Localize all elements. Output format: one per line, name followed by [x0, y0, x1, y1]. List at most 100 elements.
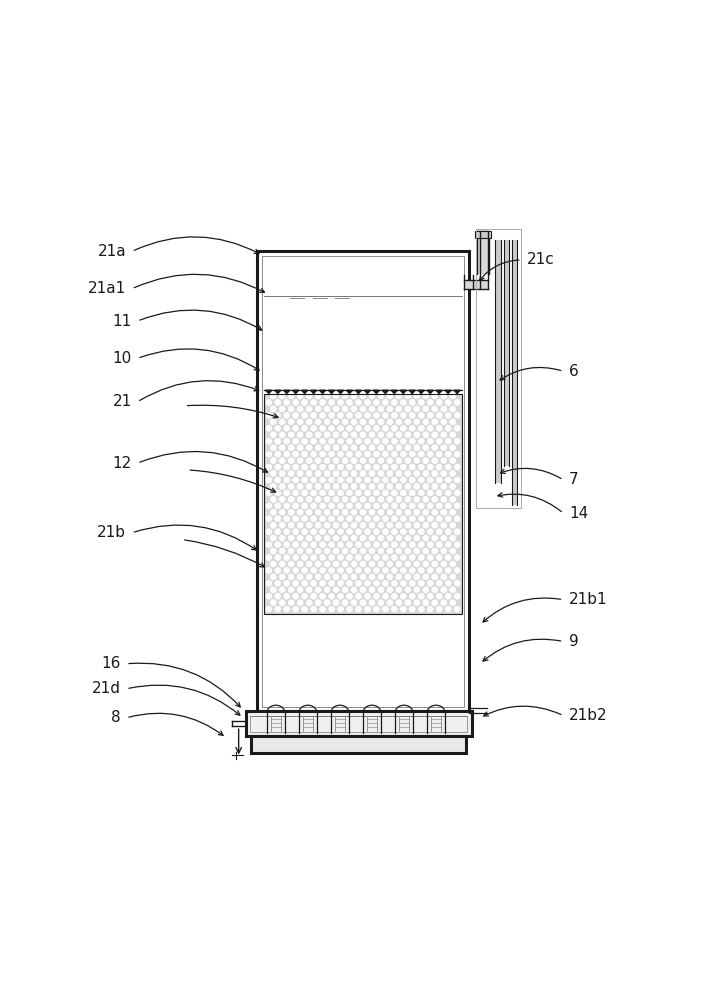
Circle shape — [351, 445, 357, 451]
Circle shape — [306, 535, 312, 541]
Circle shape — [373, 490, 380, 496]
Circle shape — [405, 561, 411, 567]
Circle shape — [383, 425, 388, 431]
Circle shape — [423, 574, 429, 580]
Circle shape — [324, 509, 330, 515]
Circle shape — [311, 542, 316, 548]
Circle shape — [293, 490, 298, 496]
Circle shape — [450, 496, 456, 502]
Bar — [476, 229, 521, 508]
FancyArrowPatch shape — [500, 367, 561, 380]
Circle shape — [445, 529, 451, 535]
Circle shape — [436, 567, 442, 573]
Circle shape — [423, 561, 429, 567]
Circle shape — [293, 606, 298, 612]
Circle shape — [414, 535, 420, 541]
Circle shape — [432, 458, 438, 464]
Circle shape — [409, 464, 416, 470]
Circle shape — [284, 477, 290, 483]
Circle shape — [275, 516, 280, 522]
Circle shape — [279, 535, 285, 541]
Circle shape — [391, 593, 398, 599]
Circle shape — [351, 574, 357, 580]
Circle shape — [441, 600, 446, 606]
Circle shape — [266, 567, 272, 573]
Circle shape — [400, 425, 406, 431]
Circle shape — [306, 509, 312, 515]
Circle shape — [387, 393, 393, 399]
Circle shape — [266, 477, 272, 483]
Circle shape — [293, 542, 298, 548]
Circle shape — [275, 490, 280, 496]
Circle shape — [338, 412, 344, 418]
Circle shape — [383, 400, 388, 405]
Circle shape — [418, 593, 424, 599]
Circle shape — [288, 458, 294, 464]
Circle shape — [302, 400, 308, 405]
Circle shape — [383, 438, 388, 444]
Circle shape — [427, 412, 433, 418]
Circle shape — [396, 535, 402, 541]
Circle shape — [414, 509, 420, 515]
Polygon shape — [337, 390, 344, 394]
Circle shape — [342, 406, 348, 412]
FancyArrowPatch shape — [185, 540, 265, 567]
Circle shape — [284, 542, 290, 548]
Circle shape — [266, 593, 272, 599]
Circle shape — [391, 542, 398, 548]
Circle shape — [418, 606, 424, 612]
Circle shape — [405, 496, 411, 502]
Circle shape — [400, 490, 406, 496]
Circle shape — [293, 438, 298, 444]
Text: 10: 10 — [112, 351, 132, 366]
FancyArrowPatch shape — [139, 381, 259, 400]
Circle shape — [266, 400, 272, 405]
Circle shape — [373, 542, 380, 548]
FancyArrowPatch shape — [134, 274, 265, 292]
Circle shape — [288, 406, 294, 412]
Circle shape — [347, 516, 352, 522]
Circle shape — [306, 600, 312, 606]
Circle shape — [373, 555, 380, 560]
Circle shape — [423, 406, 429, 412]
Circle shape — [450, 445, 456, 451]
Circle shape — [373, 412, 380, 418]
Circle shape — [391, 464, 398, 470]
Circle shape — [369, 587, 375, 593]
Circle shape — [454, 593, 460, 599]
Circle shape — [279, 522, 285, 528]
Circle shape — [293, 580, 298, 586]
Circle shape — [436, 555, 442, 560]
Circle shape — [418, 451, 424, 457]
Circle shape — [365, 477, 370, 483]
FancyArrowPatch shape — [134, 525, 257, 550]
Circle shape — [436, 490, 442, 496]
Circle shape — [342, 458, 348, 464]
Circle shape — [391, 451, 398, 457]
Circle shape — [306, 432, 312, 438]
Circle shape — [279, 406, 285, 412]
Circle shape — [279, 458, 285, 464]
Circle shape — [427, 477, 433, 483]
Circle shape — [284, 516, 290, 522]
Circle shape — [338, 567, 344, 573]
Circle shape — [454, 567, 460, 573]
Circle shape — [391, 567, 398, 573]
Circle shape — [365, 503, 370, 509]
Circle shape — [445, 606, 451, 612]
Circle shape — [302, 516, 308, 522]
Polygon shape — [275, 390, 281, 394]
Circle shape — [347, 503, 352, 509]
Circle shape — [432, 406, 438, 412]
Circle shape — [342, 561, 348, 567]
Polygon shape — [301, 390, 308, 394]
Circle shape — [396, 445, 402, 451]
Circle shape — [266, 451, 272, 457]
Circle shape — [414, 574, 420, 580]
Circle shape — [391, 400, 398, 405]
Circle shape — [293, 477, 298, 483]
Circle shape — [418, 542, 424, 548]
Circle shape — [378, 419, 384, 425]
Circle shape — [347, 606, 352, 612]
Circle shape — [288, 393, 294, 399]
